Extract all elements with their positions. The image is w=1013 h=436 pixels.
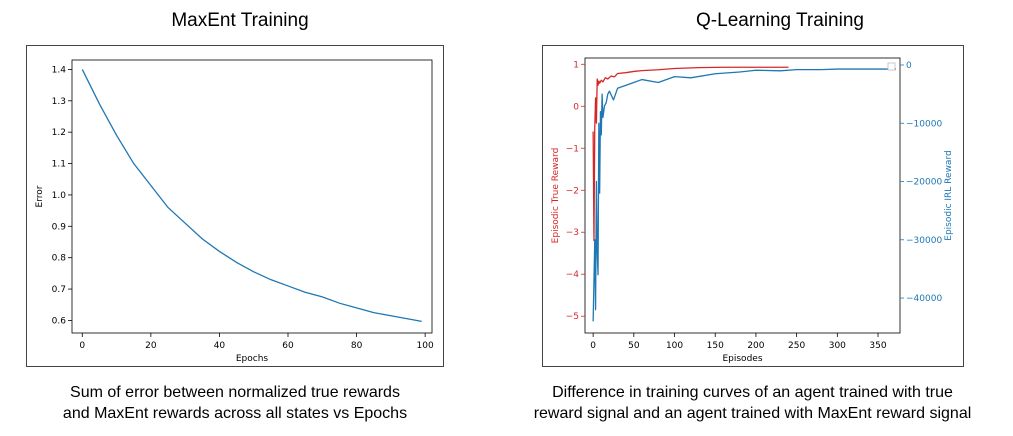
qlearning-caption-line-1: Difference in training curves of an agen… (552, 384, 953, 401)
maxent-caption: Sum of error between normalized true rew… (20, 382, 450, 424)
plot-area (584, 57, 901, 334)
right-y-tick-label: −40000 (906, 294, 942, 304)
maxent-error-chart: 0 20 40 60 80 100 0.6 0.7 0.8 0.9 1.0 1.1 1.2 1.3 1.4 E… (35, 59, 434, 364)
y-tick-label: 0.9 (52, 222, 67, 232)
right-y-tick-label: 0 (906, 61, 912, 71)
y-axis-label: Error (35, 185, 45, 207)
x-axis-label: Episodes (722, 354, 762, 364)
x-tick-label: 350 (869, 341, 886, 351)
x-tick-label: 40 (214, 341, 226, 351)
x-tick-label: 100 (417, 341, 434, 351)
qlearning-caption-line-2: reward signal and an agent trained with … (533, 405, 972, 422)
right-y-tick-label: −30000 (906, 236, 942, 246)
maxent-caption-line-1: Sum of error between normalized true rew… (70, 384, 400, 401)
legend-box (887, 62, 896, 71)
right-y-tick-label: −10000 (906, 119, 942, 129)
left-y-tick-label: −5 (566, 312, 579, 322)
maxent-title: MaxEnt Training (171, 10, 309, 31)
left-y-tick-label: 1 (573, 60, 579, 70)
qlearning-reward-chart: 0 50 100 150 200 250 300 350 1 0 −1 −2 −3 −4 −5 0 −10000… (551, 57, 954, 364)
maxent-caption-line-2: and MaxEnt rewards across all states vs … (62, 405, 408, 422)
qlearning-title: Q-Learning Training (696, 10, 864, 31)
irl-reward-series-line (592, 68, 896, 322)
qlearning-chart-frame: 0 50 100 150 200 250 300 350 1 0 −1 −2 −3 −4 −5 0 −10000… (542, 45, 964, 367)
y-tick-label: 1.2 (52, 128, 66, 138)
x-tick-label: 0 (79, 341, 85, 351)
x-tick-label: 80 (351, 341, 363, 351)
left-y-tick-label: −2 (566, 186, 579, 196)
y-tick-label: 1.3 (52, 97, 66, 107)
left-y-tick-label: −3 (566, 228, 579, 238)
right-y-tick-label: −20000 (906, 178, 942, 188)
x-tick-label: 100 (666, 341, 683, 351)
y-tick-label: 0.7 (52, 285, 66, 295)
y-tick-label: 1.0 (52, 191, 67, 201)
qlearning-caption: Difference in training curves of an agen… (500, 382, 1005, 424)
y-tick-label: 0.8 (52, 254, 67, 264)
x-tick-label: 20 (145, 341, 157, 351)
x-tick-label: 300 (829, 341, 846, 351)
error-series-line (81, 69, 422, 323)
true-reward-series-line (592, 66, 789, 242)
left-y-tick-label: 0 (573, 102, 579, 112)
x-tick-label: 200 (747, 341, 764, 351)
x-tick-label: 60 (282, 341, 294, 351)
left-y-tick-label: −4 (566, 270, 580, 280)
x-axis-label: Epochs (236, 354, 269, 364)
y-tick-label: 0.6 (52, 316, 67, 326)
right-y-axis-label: Episodic IRL Reward (944, 150, 954, 240)
left-y-axis-label: Episodic True Reward (551, 148, 561, 244)
x-tick-label: 50 (628, 341, 640, 351)
y-tick-label: 1.1 (52, 160, 66, 170)
y-tick-label: 1.4 (52, 65, 67, 75)
x-tick-label: 0 (590, 341, 596, 351)
x-tick-label: 150 (707, 341, 724, 351)
plot-area (71, 59, 433, 334)
maxent-chart-frame: 0 20 40 60 80 100 0.6 0.7 0.8 0.9 1.0 1.1 1.2 1.3 1.4 E… (26, 45, 444, 367)
left-y-tick-label: −1 (566, 144, 579, 154)
x-tick-label: 250 (788, 341, 805, 351)
